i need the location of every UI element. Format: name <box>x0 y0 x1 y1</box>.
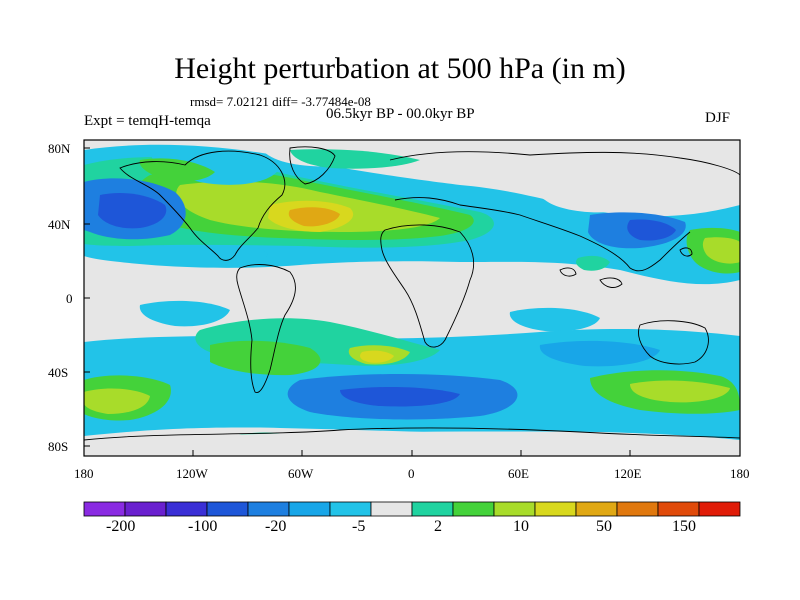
colorbar-box <box>206 501 249 517</box>
north-america-coast <box>119 150 286 261</box>
colorbar-label-minus200: -200 <box>106 518 136 535</box>
north-atlantic-teal-strip <box>290 149 420 169</box>
tropical-pacific-cyan <box>139 300 230 327</box>
colorbar-label-10: 10 <box>513 518 529 535</box>
colorbar-box <box>370 501 413 517</box>
colorbar-box <box>329 501 372 517</box>
colorbar-box <box>616 501 659 517</box>
colorbar-label-minus20: -20 <box>265 518 287 535</box>
south-atlantic-green-band <box>210 340 321 376</box>
x-label-120e: 120E <box>614 466 642 481</box>
colorbar-box <box>83 501 126 517</box>
x-label-0: 0 <box>408 466 415 481</box>
x-label-60w: 60W <box>288 466 314 481</box>
africa-coast <box>380 224 474 348</box>
colorbar-box <box>452 501 495 517</box>
y-label-80s: 80S <box>48 439 69 454</box>
colorbar-box <box>493 501 536 517</box>
colorbar-box <box>575 501 618 517</box>
colorbar <box>83 501 741 517</box>
colorbar-label-150: 150 <box>672 518 696 535</box>
west-pacific-yellowgreen-core <box>702 237 740 264</box>
experiment-label: Expt = temqH-temqa <box>84 113 211 129</box>
australia-coast <box>638 320 709 365</box>
colorbar-label-50: 50 <box>596 518 612 535</box>
x-label-180e: 180 <box>730 466 750 481</box>
colorbar-box <box>657 501 700 517</box>
colorbar-box <box>288 501 331 517</box>
south-china-sea-teal <box>576 255 610 271</box>
x-label-60e: 60E <box>508 466 529 481</box>
antarctica-coast <box>84 427 740 441</box>
period-text: 06.5kyr BP - 00.0kyr BP <box>326 106 475 122</box>
colorbar-box <box>247 501 290 517</box>
colorbar-box <box>165 501 208 517</box>
southern-ocean-darkblue-core <box>340 386 460 407</box>
colorbar-box <box>411 501 454 517</box>
greenland-coast <box>289 146 336 185</box>
x-label-180w: 180 <box>74 466 94 481</box>
colorbar-label-2: 2 <box>434 518 442 535</box>
statistics-text: rmsd= 7.02121 diff= -3.77484e-08 <box>190 94 371 109</box>
colorbar-box <box>124 501 167 517</box>
southeast-pacific-yellowgreen <box>630 380 730 403</box>
antarctic-light-band <box>84 431 740 456</box>
siberia-light-region <box>536 174 638 213</box>
southwest-pacific-yellowgreen <box>84 388 150 414</box>
coastlines <box>84 146 740 441</box>
south-america-coast <box>236 264 296 393</box>
colorbar-box <box>698 501 741 517</box>
islands-coast <box>559 247 693 288</box>
north-pacific-darkblue-core <box>98 193 167 229</box>
central-america-cyan <box>218 246 268 265</box>
maritime-continent-cyan <box>509 307 600 332</box>
north-atlantic-orange-core <box>288 207 340 227</box>
south-atlantic-yellow-core <box>360 350 394 363</box>
colorbar-box <box>534 501 577 517</box>
eurasia-coast <box>389 151 740 272</box>
colorbar-label-minus100: -100 <box>188 518 218 535</box>
contour-field <box>84 140 740 456</box>
colorbar-label-minus5: -5 <box>352 518 366 535</box>
indian-ocean-blue <box>539 340 660 367</box>
y-label-40s: 40S <box>48 365 69 380</box>
y-label-40n: 40N <box>48 217 71 232</box>
canada-green-region <box>139 158 215 182</box>
east-asia-darkblue-core <box>627 219 676 241</box>
y-label-80n: 80N <box>48 141 71 156</box>
x-label-120w: 120W <box>176 466 208 481</box>
plot-title: Height perturbation at 500 hPa (in m) <box>174 52 626 85</box>
y-label-0: 0 <box>66 291 73 306</box>
axis-ticks <box>83 147 741 456</box>
season-label: DJF <box>705 110 731 126</box>
